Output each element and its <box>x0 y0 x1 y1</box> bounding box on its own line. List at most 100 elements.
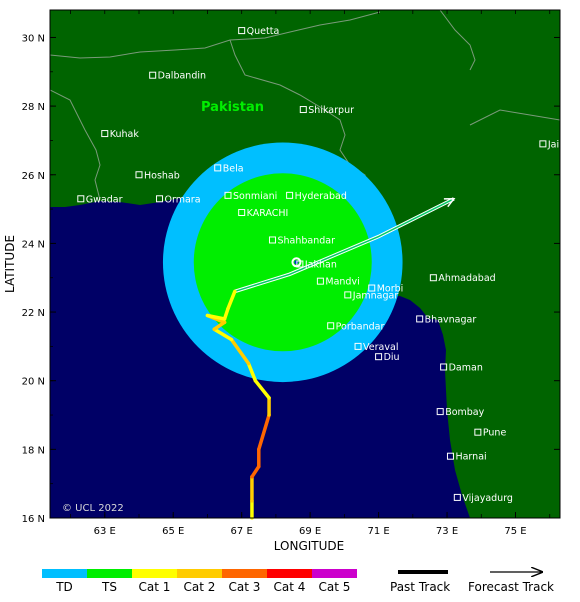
city-markers: Quetta Dalbandin Shikarpur Kuhak Jaipur Hosha… <box>77 26 575 504</box>
x-axis: 63 E 65 E 67 E 69 E 71 E 73 E 75 E <box>70 10 551 537</box>
city-marker-icon <box>375 353 383 361</box>
category-legend: TD TS Cat 1 Cat 2 Cat 3 Cat 4 Cat 5 <box>42 569 357 594</box>
city-label: Hoshab <box>144 170 180 181</box>
city-label: Mandvi <box>325 277 359 288</box>
legend-label: Cat 3 <box>229 580 261 594</box>
legend-swatch-cat-4 <box>267 569 312 578</box>
track-legend: Past Track Forecast Track <box>390 572 554 594</box>
city-marker-icon <box>436 408 444 416</box>
track-segment <box>257 413 271 452</box>
y-tick-label: 24 N <box>22 239 45 250</box>
city-marker-icon <box>286 191 294 199</box>
city-marker-icon <box>149 71 157 79</box>
city-label: Ahmadabad <box>438 273 495 284</box>
x-tick-label: 63 E <box>94 526 116 537</box>
legend-swatch-td <box>42 569 87 578</box>
past-track-label: Past Track <box>390 580 450 594</box>
y-axis-title: LATITUDE <box>3 235 17 293</box>
city-marker-icon <box>77 195 85 203</box>
city-label: Veraval <box>363 342 398 353</box>
track-segment <box>226 289 237 311</box>
city-label: Bela <box>223 163 244 174</box>
copyright-text: © UCL 2022 <box>62 503 124 514</box>
x-tick-label: 73 E <box>436 526 458 537</box>
wind-zone-ts <box>193 173 372 352</box>
track-segment <box>246 361 258 383</box>
city-label: Sonmiani <box>233 191 277 202</box>
past-track <box>205 289 271 520</box>
legend-label: TS <box>101 580 117 594</box>
city-marker-icon <box>238 209 246 217</box>
track-segment <box>250 464 261 479</box>
x-tick-label: 67 E <box>231 526 253 537</box>
city-label: Morbi <box>377 284 404 295</box>
forecast-track-line <box>234 198 455 293</box>
city-marker-icon <box>238 27 246 35</box>
city-marker-icon <box>101 130 109 138</box>
legend-label: Cat 4 <box>274 580 306 594</box>
forecast-arrowhead-icon <box>443 198 456 208</box>
y-tick-label: 20 N <box>22 377 45 388</box>
city-marker-icon <box>354 342 362 350</box>
city-label: Vijayadurg <box>462 493 513 504</box>
city-marker-icon <box>327 322 335 330</box>
city-label: Harnai <box>455 452 486 463</box>
city-marker-icon <box>214 164 222 172</box>
city-label: Daman <box>449 362 483 373</box>
city-marker-icon <box>299 106 307 114</box>
city-label: KARACHI <box>247 208 289 219</box>
city-label: Dalbandin <box>158 71 206 82</box>
city-label: Pune <box>483 428 507 439</box>
x-tick-label: 69 E <box>299 526 321 537</box>
y-tick-label: 30 N <box>22 33 45 44</box>
country-label: Pakistan <box>201 100 264 115</box>
city-marker-icon <box>344 291 352 299</box>
city-marker-icon <box>296 260 304 268</box>
legend-label: Cat 2 <box>184 580 216 594</box>
y-tick-label: 28 N <box>22 102 45 113</box>
city-label: Bombay <box>445 407 484 418</box>
track-segment <box>222 306 230 321</box>
city-label: Kuhak <box>110 129 140 140</box>
city-marker-icon <box>368 284 376 292</box>
legend-label: Cat 1 <box>139 580 171 594</box>
x-tick-label: 71 E <box>367 526 389 537</box>
city-marker-icon <box>446 452 454 460</box>
city-label: Quetta <box>247 26 280 37</box>
track-segment <box>229 337 251 366</box>
track-segment <box>205 313 227 321</box>
city-label: Jaipur <box>547 139 575 150</box>
city-label: Hyderabad <box>295 191 347 202</box>
y-axis: 30 N 28 N 26 N 24 N 22 N 20 N 18 N 16 N <box>22 33 560 525</box>
city-marker-icon <box>539 140 547 148</box>
legend-swatch-cat-2 <box>177 569 222 578</box>
city-marker-icon <box>156 195 164 203</box>
city-label: Jakhan <box>304 260 337 271</box>
city-marker-icon <box>440 363 448 371</box>
city-marker-icon <box>416 315 424 323</box>
track-segment <box>253 378 271 400</box>
y-tick-label: 26 N <box>22 171 45 182</box>
city-label: Bhavnagar <box>425 314 477 325</box>
city-label: Shikarpur <box>308 105 354 116</box>
city-label: Diu <box>384 352 400 363</box>
x-tick-label: 65 E <box>162 526 184 537</box>
legend-swatch-ts <box>87 569 132 578</box>
city-marker-icon <box>224 191 232 199</box>
city-label: Ormara <box>165 194 201 205</box>
city-label: Jamnagar <box>352 290 399 301</box>
plot-frame <box>49 9 561 519</box>
legend-swatch-cat-5 <box>312 569 357 578</box>
city-marker-icon <box>135 171 143 179</box>
legend-swatch-cat-3 <box>222 569 267 578</box>
city-label: Gwadar <box>86 194 123 205</box>
forecast-track-label: Forecast Track <box>468 580 554 594</box>
y-tick-label: 22 N <box>22 308 45 319</box>
city-marker-icon <box>268 236 276 244</box>
y-tick-label: 18 N <box>22 445 45 456</box>
legend-swatch-cat-1 <box>132 569 177 578</box>
city-label: Porbandar <box>336 321 385 332</box>
city-marker-icon <box>453 493 461 501</box>
x-tick-label: 75 E <box>504 526 526 537</box>
